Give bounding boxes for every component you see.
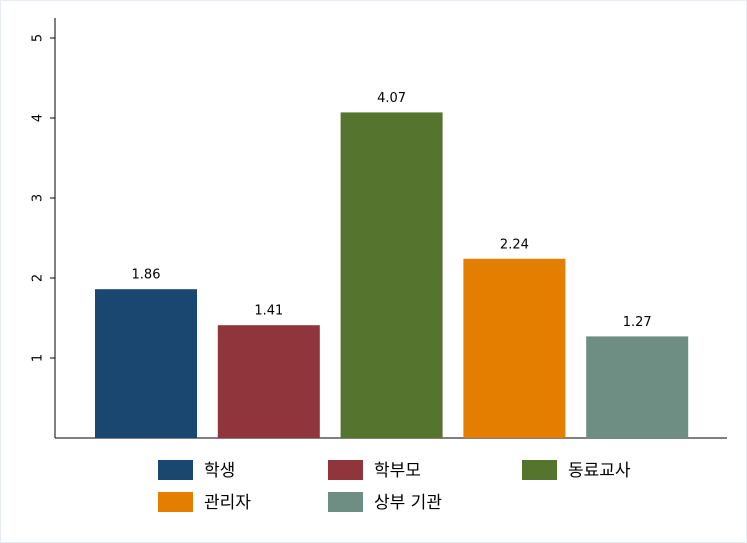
bar xyxy=(95,289,197,438)
legend-swatch xyxy=(158,460,193,480)
bar xyxy=(463,258,566,438)
value-label: 1.41 xyxy=(254,304,283,319)
bar xyxy=(217,325,320,438)
legend-swatch xyxy=(158,492,193,512)
legend-swatch xyxy=(328,492,363,512)
y-tick-label: 1 xyxy=(31,354,46,362)
y-tick-label: 2 xyxy=(31,274,46,282)
legend-label: 학생 xyxy=(204,461,235,481)
legend-label: 상부 기관 xyxy=(374,493,442,513)
value-label: 1.27 xyxy=(623,315,652,330)
legend-swatch xyxy=(328,460,363,480)
y-tick-label: 5 xyxy=(31,34,46,42)
legend-label: 동료교사 xyxy=(568,461,631,481)
value-label: 1.86 xyxy=(132,268,161,283)
legend-label: 관리자 xyxy=(204,493,251,513)
bar xyxy=(340,112,443,439)
value-label: 2.24 xyxy=(500,237,529,252)
legend-label: 학부모 xyxy=(374,461,421,481)
y-tick-label: 4 xyxy=(31,114,46,122)
bar xyxy=(586,336,689,438)
legend-swatch xyxy=(522,460,557,480)
value-label: 4.07 xyxy=(377,91,406,106)
y-tick-label: 3 xyxy=(31,194,46,202)
